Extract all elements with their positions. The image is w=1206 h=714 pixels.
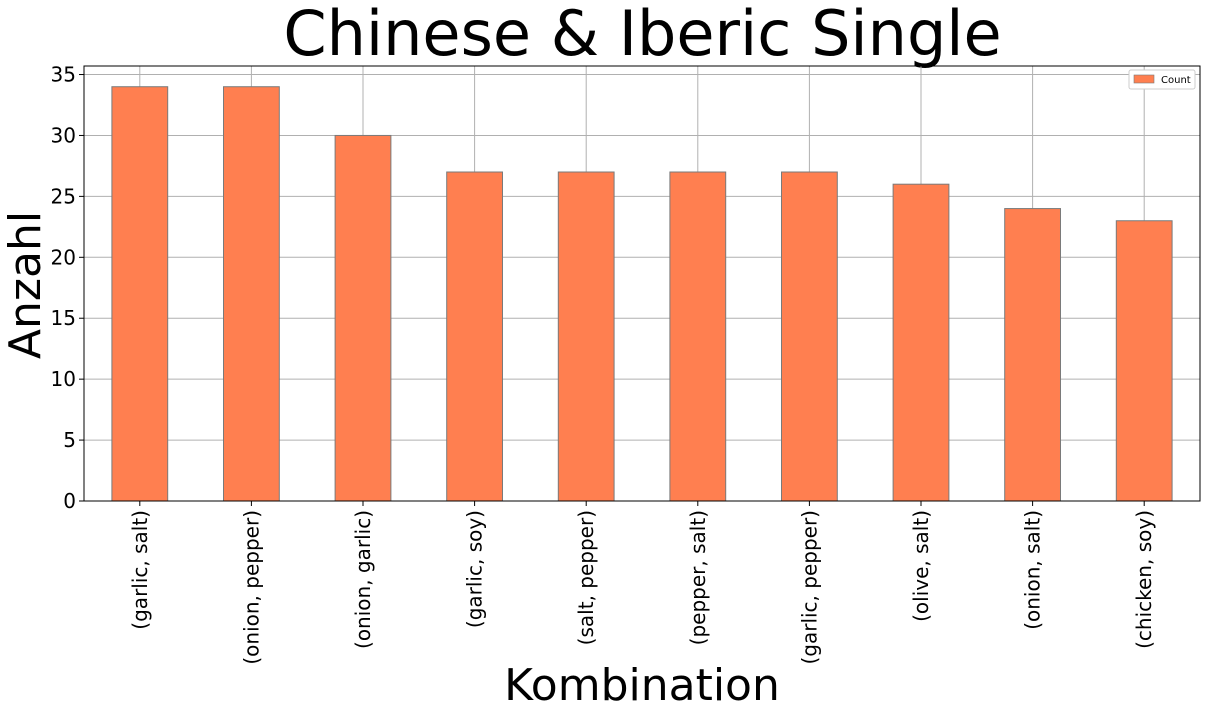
bars [111,86,1173,502]
bar [781,171,838,502]
x-tick-label: (salt, pepper) [574,510,598,645]
legend-label: Count [1161,75,1191,86]
y-tick-label: 10 [51,367,76,391]
x-tick-label: (onion, salt) [1021,510,1045,630]
bar [557,171,615,502]
x-tick-label: (chicken, soy) [1132,510,1156,649]
x-tick-label: (onion, pepper) [239,510,263,665]
bar [892,183,950,502]
x-tick-label: (pepper, salt) [686,510,710,645]
y-tick-label: 5 [63,428,76,452]
x-tick-label: (onion, garlic) [351,510,375,649]
axes [83,65,1201,502]
y-axis-title: Anzahl [0,211,51,359]
bar [1004,208,1062,502]
bar [669,171,727,502]
legend: Count [1128,69,1196,90]
bar [1115,220,1173,502]
x-tick-label: (garlic, pepper) [797,510,821,665]
bar [111,86,169,502]
x-tick-label: (garlic, salt) [128,510,152,630]
bar [334,134,392,502]
bar [446,171,504,502]
y-tick-label: 15 [51,306,76,330]
bar [223,86,280,502]
x-tick-label: (olive, salt) [909,510,933,622]
x-tick-label: (garlic, soy) [463,510,487,628]
x-axis-title: Kombination [504,660,780,711]
legend-swatch [1133,74,1155,84]
y-ticks: 0 5 10 15 20 25 30 35 [51,63,84,513]
y-tick-label: 0 [63,489,76,513]
chart-title: Chinese & Iberic Single [283,0,1002,70]
y-tick-label: 30 [51,123,76,147]
y-tick-label: 25 [51,184,76,208]
y-tick-label: 35 [51,63,76,87]
y-tick-label: 20 [51,245,76,269]
x-ticks: (garlic, salt) (onion, pepper) (onion, gar… [128,501,1156,665]
plot-frame [83,65,1201,502]
